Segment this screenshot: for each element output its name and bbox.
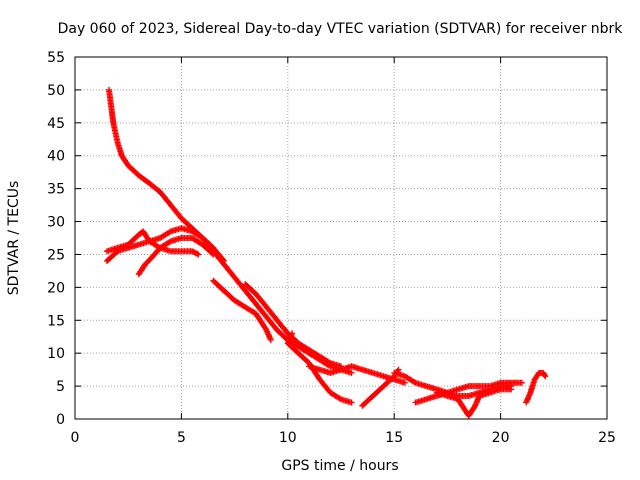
series-track-4 [135,235,217,278]
x-tick-label: 15 [385,430,403,446]
data-series [103,86,549,419]
data-point [542,373,549,380]
data-point [221,258,227,264]
y-tick-label: 30 [47,215,65,231]
series-track-6 [242,281,344,370]
data-point [210,251,217,258]
axis-ticks: 0 5 10 15 20 25 0 5 10 15 20 25 30 35 40 45 50 55 [47,50,616,446]
series-track-13 [523,369,549,406]
x-tick-label: 10 [279,430,297,446]
series-track-12 [433,386,515,419]
chart-title: Day 060 of 2023, Sidereal Day-to-day VTE… [58,21,624,37]
y-tick-label: 20 [47,280,65,296]
y-tick-label: 55 [47,50,65,66]
x-axis-label: GPS time / hours [281,458,398,474]
plot-frame [74,56,608,420]
data-point [541,372,548,379]
data-point [401,379,408,386]
series-track-7 [284,330,355,406]
x-tick-label: 25 [598,430,616,446]
data-point [336,395,343,402]
data-point [195,251,202,258]
y-tick-label: 5 [56,379,65,395]
data-point [508,386,515,393]
data-point [220,256,226,263]
data-point [411,379,418,385]
y-tick-label: 50 [47,83,65,99]
y-tick-label: 45 [47,116,65,132]
x-tick-label: 0 [71,430,80,446]
series-track-5 [210,277,274,343]
x-tick-label: 5 [177,430,186,446]
y-tick-label: 40 [47,149,65,165]
y-tick-label: 15 [47,313,65,329]
data-point [267,337,274,343]
y-tick-label: 10 [47,346,65,362]
data-point [348,399,355,406]
x-tick-label: 20 [492,430,510,446]
data-point [348,369,355,376]
series-track-11 [412,379,525,406]
y-axis-label: SDTVAR / TECUs [6,181,22,296]
data-point [194,250,201,257]
data-point [518,379,525,386]
y-tick-label: 0 [56,412,65,428]
y-tick-label: 25 [47,247,65,263]
y-tick-label: 35 [47,182,65,198]
data-point [209,250,216,257]
series-track-1 [106,86,355,376]
